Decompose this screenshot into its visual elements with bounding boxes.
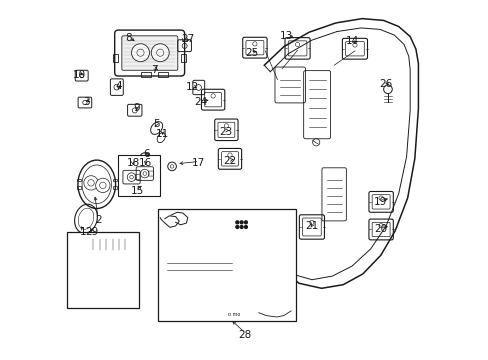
Bar xyxy=(113,54,118,62)
Text: 22: 22 xyxy=(223,156,236,166)
Text: 25: 25 xyxy=(244,48,258,58)
Bar xyxy=(77,179,81,181)
Text: 17: 17 xyxy=(192,158,205,168)
Bar xyxy=(67,232,139,309)
Circle shape xyxy=(244,226,247,228)
Text: 3: 3 xyxy=(82,97,89,107)
Text: 21: 21 xyxy=(305,221,318,231)
Text: 12: 12 xyxy=(185,82,199,93)
Text: 8: 8 xyxy=(125,33,132,43)
Circle shape xyxy=(240,226,243,228)
Circle shape xyxy=(96,178,110,193)
Text: 14: 14 xyxy=(345,36,358,46)
Text: 15: 15 xyxy=(131,186,144,197)
Circle shape xyxy=(244,221,247,224)
Text: 24: 24 xyxy=(194,97,207,107)
Text: 26: 26 xyxy=(379,79,392,89)
Circle shape xyxy=(131,44,149,62)
Text: 11: 11 xyxy=(156,129,169,139)
Bar xyxy=(118,155,159,196)
Text: 6: 6 xyxy=(143,149,150,159)
Circle shape xyxy=(83,176,98,190)
Text: 13: 13 xyxy=(280,31,293,41)
Text: 27: 27 xyxy=(181,35,194,44)
Text: 16: 16 xyxy=(139,158,152,168)
Text: 20: 20 xyxy=(373,225,386,234)
Bar xyxy=(112,186,117,189)
Bar xyxy=(158,210,295,320)
Text: 19: 19 xyxy=(373,197,386,207)
Text: 4: 4 xyxy=(115,81,122,91)
Circle shape xyxy=(235,226,238,228)
Text: 23: 23 xyxy=(219,127,232,136)
Text: 1: 1 xyxy=(80,227,86,237)
FancyBboxPatch shape xyxy=(122,36,178,70)
Bar xyxy=(112,179,117,181)
Text: 7: 7 xyxy=(150,64,157,75)
Text: 18: 18 xyxy=(126,158,140,168)
Circle shape xyxy=(151,44,169,62)
Bar xyxy=(140,72,151,77)
Bar xyxy=(181,54,185,62)
Text: 5: 5 xyxy=(153,120,160,129)
Circle shape xyxy=(235,221,238,224)
Bar xyxy=(77,186,81,189)
Text: 29: 29 xyxy=(85,227,99,237)
Circle shape xyxy=(240,221,243,224)
Text: 9: 9 xyxy=(133,103,139,113)
Text: 28: 28 xyxy=(238,330,251,340)
Bar xyxy=(158,72,168,77)
Text: 10: 10 xyxy=(73,70,86,80)
Text: 2: 2 xyxy=(95,215,102,225)
Text: o mo: o mo xyxy=(227,312,240,317)
